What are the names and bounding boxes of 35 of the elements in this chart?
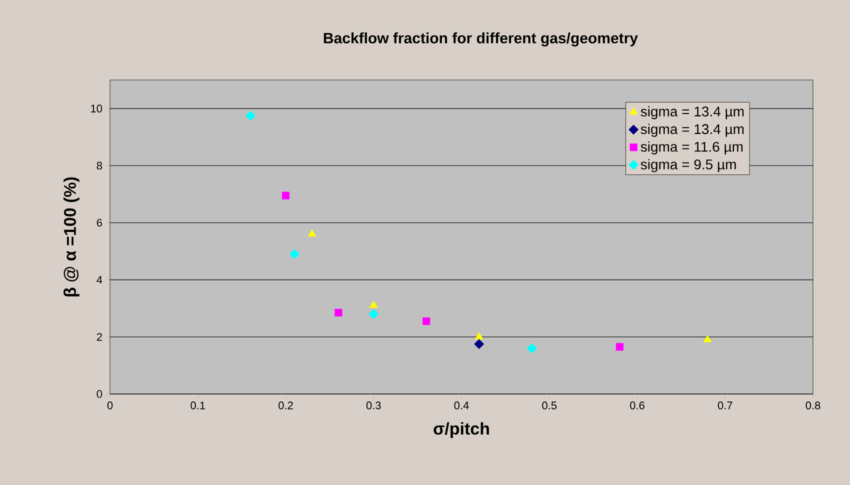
point: [422, 317, 430, 326]
x-tick-label: 0.5: [542, 402, 557, 410]
x-tick-label: 0: [107, 402, 113, 410]
point: [474, 339, 484, 350]
point: [370, 300, 378, 308]
point: [526, 343, 537, 354]
point: [368, 309, 379, 320]
y-axis-title: β @ α =100 (%): [64, 177, 80, 296]
y-tick-label: 10: [91, 104, 102, 112]
point: [474, 332, 484, 340]
x-tick-label: 0.8: [806, 402, 820, 410]
x-tick-label: 0.1: [190, 402, 205, 410]
legend-label: sigma = 9.5 µm: [640, 159, 736, 172]
x-tick-label: 0.3: [366, 402, 381, 410]
y-tick-label: 4: [96, 276, 102, 284]
x-tick-label: 0.4: [454, 402, 469, 410]
y-tick-label: 2: [96, 333, 102, 341]
point: [616, 343, 624, 351]
x-tick-label: 0.2: [278, 402, 293, 410]
chart-title: Backflow fraction for different gas/geometry: [324, 32, 638, 46]
x-axis-title: σ/pitch: [434, 422, 489, 438]
point: [703, 335, 712, 342]
point: [290, 249, 300, 260]
x-tick-label: 0.7: [718, 402, 732, 410]
point: [308, 229, 316, 237]
y-tick-label: 6: [96, 218, 102, 227]
legend-label: sigma = 11.6 µm: [640, 141, 743, 155]
y-tick-label: 0: [96, 390, 102, 398]
y-tick-label: 8: [96, 162, 102, 170]
point: [334, 308, 342, 316]
legend-label: sigma = 13.4 µm: [640, 124, 744, 137]
point: [282, 192, 290, 200]
point: [246, 110, 256, 121]
legend-label: sigma = 13.4 µm: [640, 106, 744, 120]
x-tick-label: 0.6: [630, 402, 644, 410]
